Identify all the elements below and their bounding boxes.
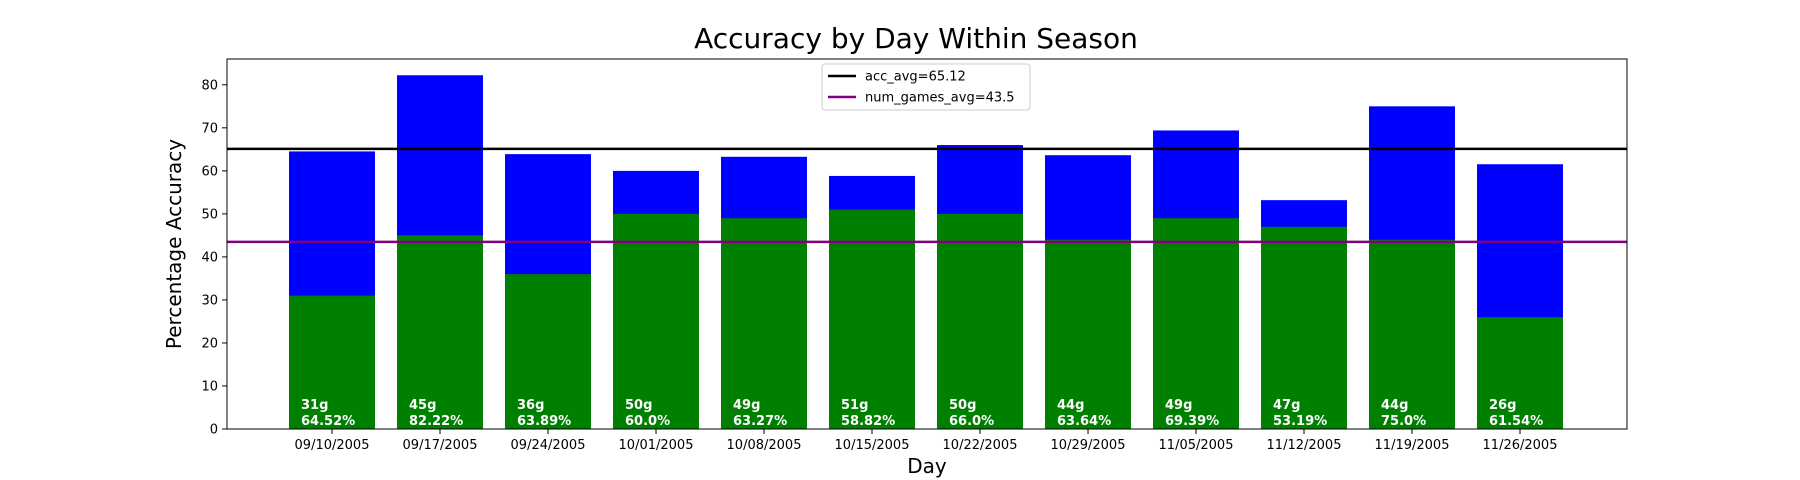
bar-label-games: 44g: [1381, 398, 1408, 413]
bar-label-accuracy: 63.89%: [517, 414, 571, 429]
games-bar: [613, 213, 699, 429]
x-tick-label: 09/10/2005: [295, 438, 370, 453]
bar-label-games: 26g: [1489, 398, 1516, 413]
x-tick-label: 09/24/2005: [511, 438, 586, 453]
bars-layer: 31g64.52%45g82.22%36g63.89%50g60.0%49g63…: [289, 75, 1563, 430]
legend-label: num_games_avg=43.5: [865, 91, 1015, 106]
games-bar: [1261, 226, 1347, 429]
x-axis-title: Day: [907, 454, 947, 478]
bar-label-games: 50g: [625, 398, 652, 413]
x-tick-label: 10/08/2005: [727, 438, 802, 453]
x-tick-label: 10/22/2005: [943, 438, 1018, 453]
legend: acc_avg=65.12 num_games_avg=43.5: [821, 63, 1031, 111]
games-bar: [1477, 317, 1563, 429]
average-lines: [227, 147, 1627, 244]
games-bar: [505, 274, 591, 429]
bar-label-games: 45g: [409, 398, 436, 413]
bar-label-games: 47g: [1273, 398, 1300, 413]
x-tick-label: 10/29/2005: [1051, 438, 1126, 453]
legend-label: acc_avg=65.12: [865, 70, 966, 85]
x-tick-label: 09/17/2005: [403, 438, 478, 453]
games-bar: [397, 235, 483, 429]
x-tick-label: 11/05/2005: [1159, 438, 1234, 453]
y-axis-title: Percentage Accuracy: [162, 139, 186, 349]
games-bar: [1045, 239, 1131, 429]
bar-label-games: 49g: [733, 398, 760, 413]
bar-label-games: 51g: [841, 398, 868, 413]
bar-label-accuracy: 82.22%: [409, 414, 463, 429]
legend-box: [821, 63, 1031, 111]
bar-label-games: 44g: [1057, 398, 1084, 413]
bar-label-accuracy: 69.39%: [1165, 414, 1219, 429]
chart-title: Accuracy by Day Within Season: [694, 22, 1138, 55]
bar-label-accuracy: 75.0%: [1381, 414, 1426, 429]
games-bar: [1369, 239, 1455, 429]
y-tick-label: 70: [201, 121, 218, 136]
y-tick-label: 40: [201, 250, 218, 265]
x-tick-label: 11/12/2005: [1267, 438, 1342, 453]
bar-label-games: 49g: [1165, 398, 1192, 413]
y-tick-label: 0: [210, 423, 218, 438]
games-bar: [1153, 218, 1239, 429]
bar-label-accuracy: 63.64%: [1057, 414, 1111, 429]
games-bar: [721, 218, 807, 429]
x-tick-label: 10/01/2005: [619, 438, 694, 453]
bar-label-accuracy: 63.27%: [733, 414, 787, 429]
games-bar: [289, 295, 375, 429]
bar-label-accuracy: 61.54%: [1489, 414, 1543, 429]
games-bar: [829, 209, 915, 429]
bar-label-games: 50g: [949, 398, 976, 413]
y-tick-label: 20: [201, 336, 218, 351]
bar-label-accuracy: 66.0%: [949, 414, 994, 429]
y-tick-label: 60: [201, 164, 218, 179]
x-tick-label: 11/19/2005: [1375, 438, 1450, 453]
y-tick-label: 30: [201, 293, 218, 308]
x-tick-label: 10/15/2005: [835, 438, 910, 453]
plot-area-frame: [226, 58, 1628, 430]
bar-label-accuracy: 53.19%: [1273, 414, 1327, 429]
y-tick-label: 50: [201, 207, 218, 222]
bar-label-games: 31g: [301, 398, 328, 413]
y-axis: 0 10 20 30 40 50 60 70 80: [201, 78, 227, 438]
y-tick-label: 10: [201, 379, 218, 394]
games-bar: [937, 213, 1023, 429]
bar-label-accuracy: 64.52%: [301, 414, 355, 429]
x-axis: 09/10/2005 09/17/2005 09/24/2005 10/01/2005…: [295, 429, 1558, 453]
bar-label-games: 36g: [517, 398, 544, 413]
y-tick-label: 80: [201, 78, 218, 93]
bar-label-accuracy: 58.82%: [841, 414, 895, 429]
x-tick-label: 11/26/2005: [1483, 438, 1558, 453]
bar-label-accuracy: 60.0%: [625, 414, 670, 429]
